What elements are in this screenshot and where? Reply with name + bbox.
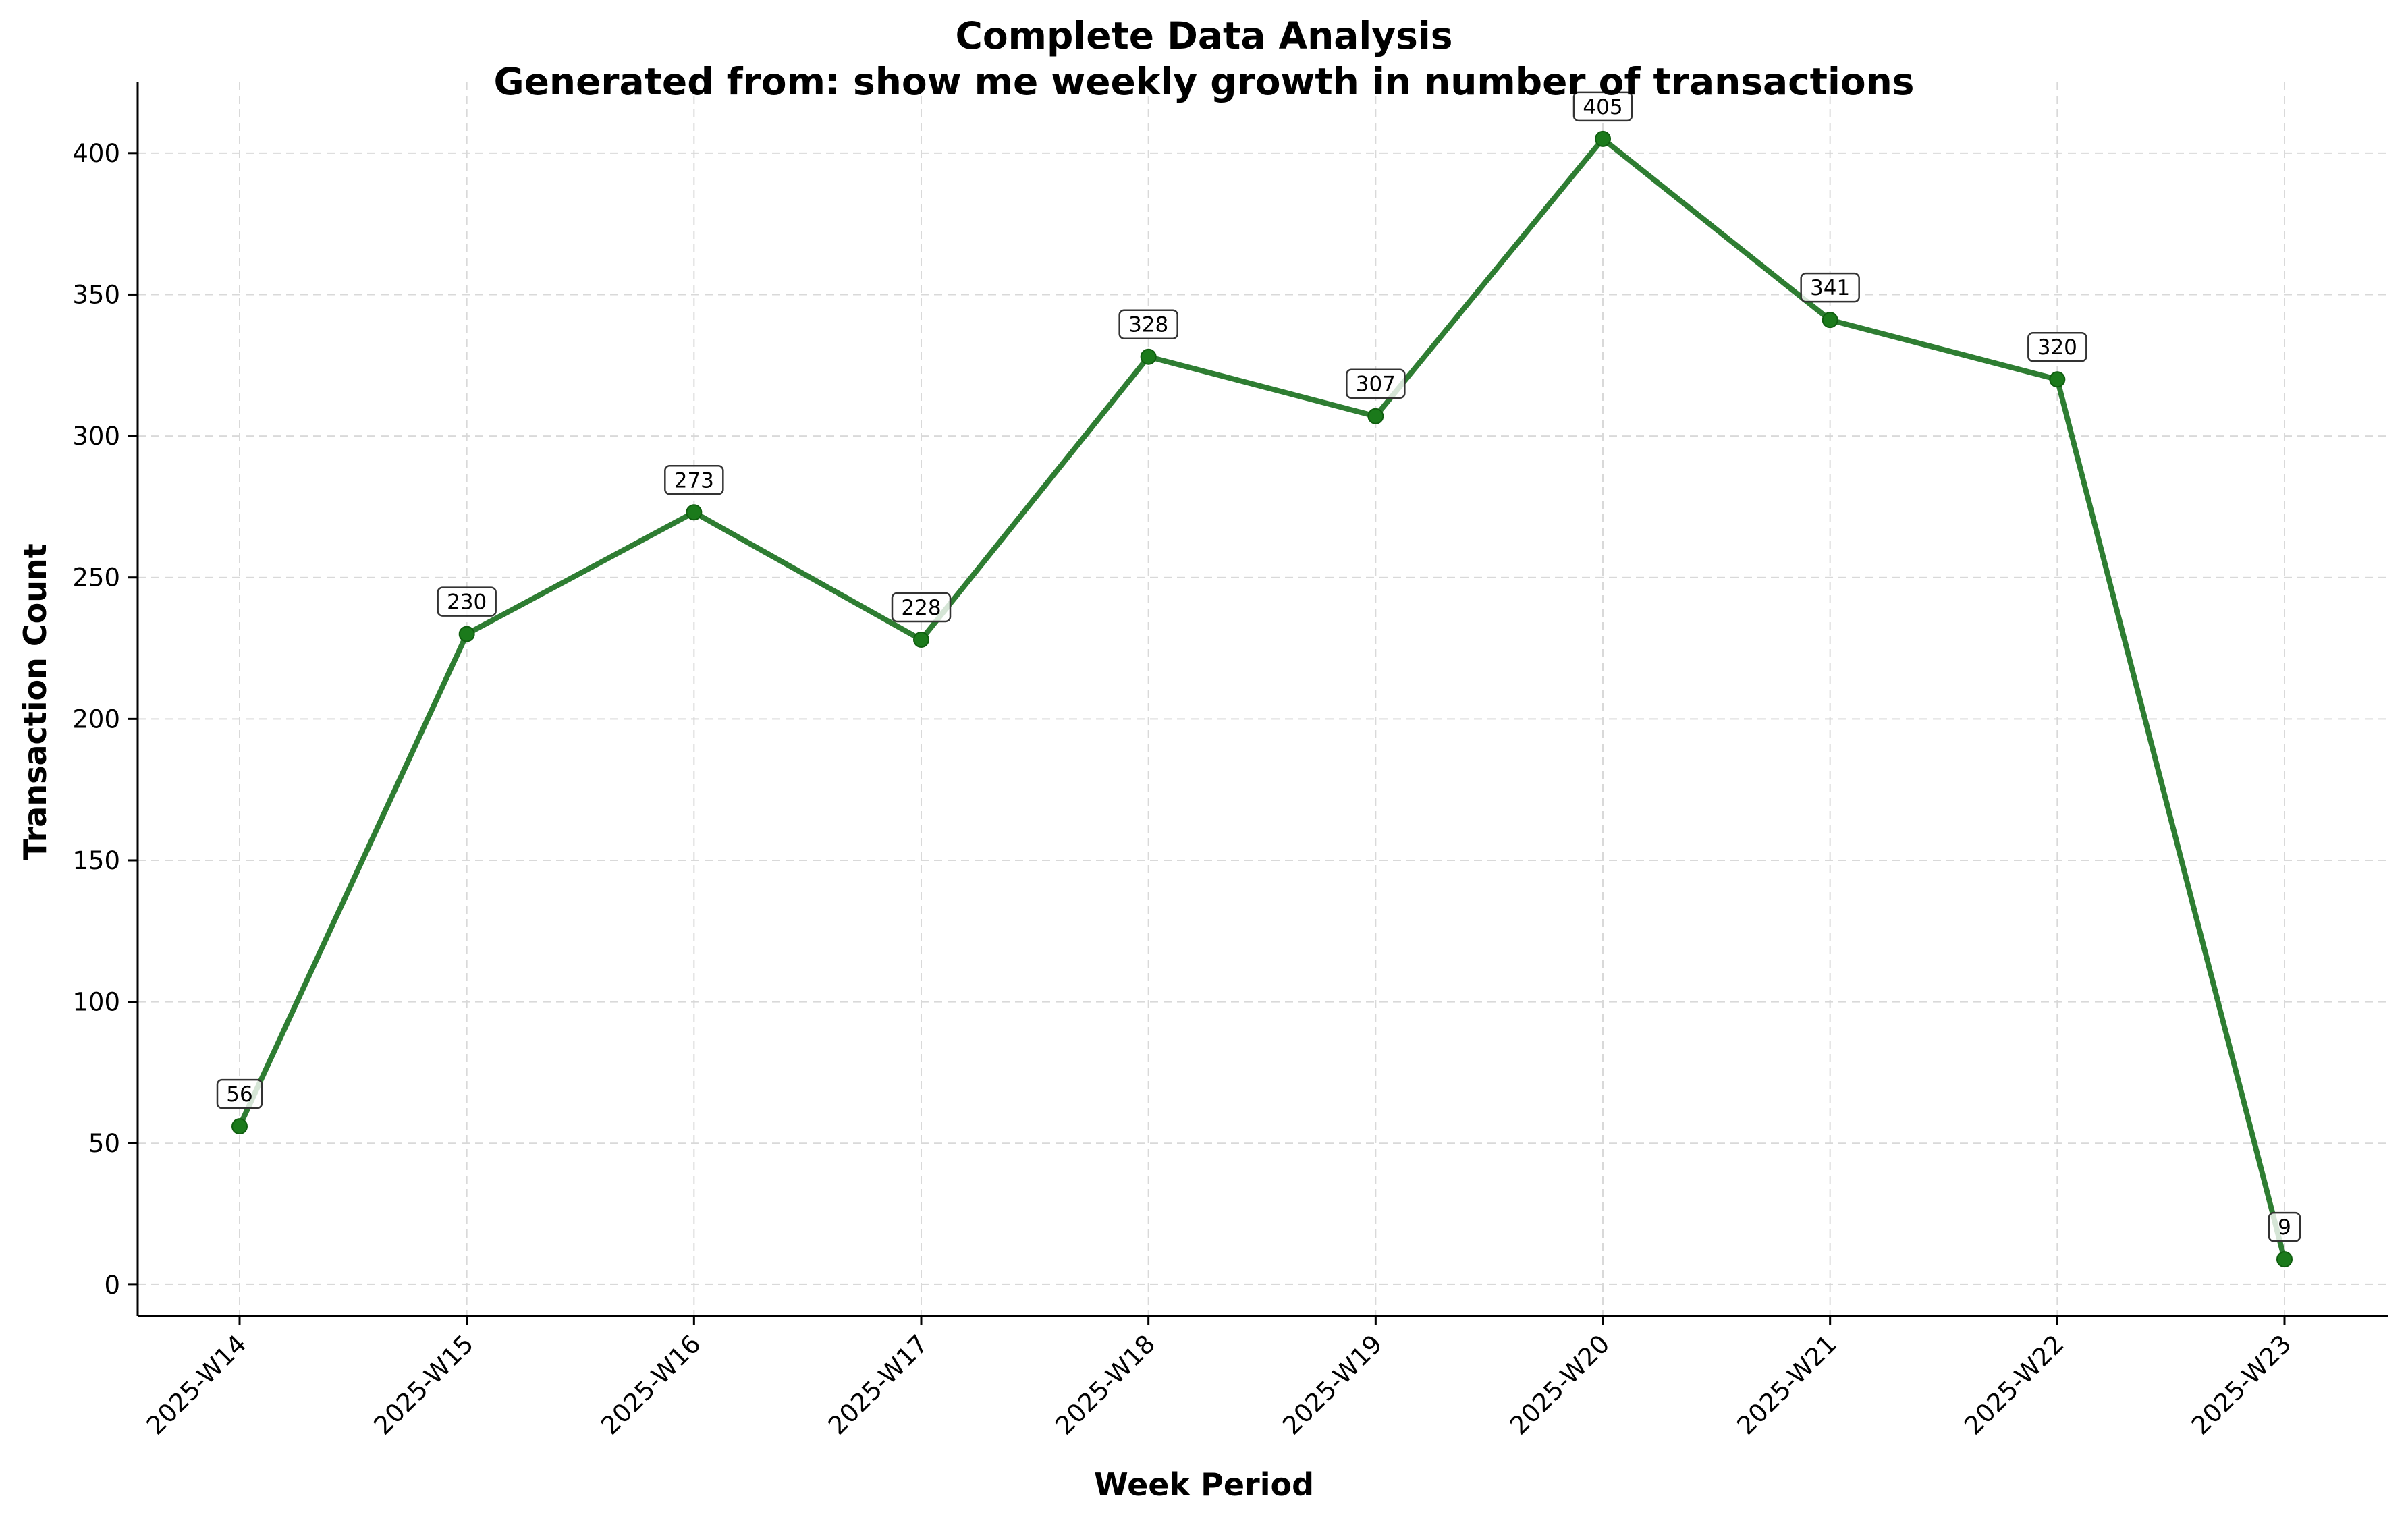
series-transaction-count xyxy=(231,130,2293,1268)
x-axis-label: Week Period xyxy=(1094,1466,1314,1503)
grid xyxy=(138,82,2388,1316)
data-label-box-2025-W21 xyxy=(1800,272,1860,303)
x-tick-label-2025-W19: 2025-W19 xyxy=(1277,1329,1388,1441)
data-point-2025-W16 xyxy=(686,504,703,521)
data-label-2025-W16: 273 xyxy=(674,468,714,493)
series-line xyxy=(237,136,2287,1263)
data-label-2025-W21: 341 xyxy=(1810,276,1850,300)
data-label-2025-W19: 307 xyxy=(1356,372,1396,397)
y-tick-label-350: 350 xyxy=(72,280,120,309)
x-tick-label-2025-W20: 2025-W20 xyxy=(1504,1329,1616,1441)
x-tick-label-2025-W22: 2025-W22 xyxy=(1959,1329,2070,1441)
data-label-box-2025-W20 xyxy=(1572,91,1633,122)
x-tick-label-2025-W23: 2025-W23 xyxy=(2186,1329,2297,1441)
x-tick-label-2025-W18: 2025-W18 xyxy=(1049,1329,1161,1441)
data-point-2025-W21 xyxy=(1822,312,1838,329)
data-label-2025-W17: 228 xyxy=(901,596,941,620)
data-labels: 56 230 273 228 328 307 405 341 320 9 xyxy=(216,91,2301,1242)
x-tick-label-2025-W15: 2025-W15 xyxy=(368,1329,479,1441)
data-point-2025-W15 xyxy=(458,626,475,642)
chart-title-line-2: Generated from: show me weekly growth in… xyxy=(493,60,1914,103)
data-point-2025-W23 xyxy=(2276,1251,2293,1268)
data-label-2025-W18: 328 xyxy=(1128,313,1168,337)
data-label-box-2025-W17 xyxy=(891,592,952,623)
data-label-box-2025-W14 xyxy=(216,1078,263,1109)
data-point-2025-W17 xyxy=(913,631,929,648)
data-point-2025-W19 xyxy=(1367,408,1384,424)
data-point-2025-W22 xyxy=(2049,371,2066,388)
chart-title-line-1: Complete Data Analysis xyxy=(956,14,1453,57)
data-label-2025-W22: 320 xyxy=(2037,335,2077,360)
data-label-box-2025-W22 xyxy=(2027,331,2087,362)
data-label-2025-W20: 405 xyxy=(1583,95,1622,119)
data-point-2025-W18 xyxy=(1140,348,1157,365)
y-tick-label-100: 100 xyxy=(72,988,120,1017)
data-point-2025-W14 xyxy=(231,1118,248,1135)
data-point-2025-W20 xyxy=(1595,130,1611,147)
x-tick-label-2025-W21: 2025-W21 xyxy=(1731,1329,1842,1441)
y-tick-label-50: 50 xyxy=(88,1129,120,1158)
y-tick-label-400: 400 xyxy=(72,139,120,168)
data-label-box-2025-W16 xyxy=(664,465,724,495)
y-tick-label-0: 0 xyxy=(104,1271,120,1300)
axes: 0 50 100 150 200 250 300 350 400 2025-W14 2025-W15… xyxy=(72,82,2388,1440)
data-label-2025-W14: 56 xyxy=(226,1082,252,1107)
data-label-box-2025-W23 xyxy=(2268,1211,2301,1242)
x-tick-label-2025-W16: 2025-W16 xyxy=(595,1329,707,1441)
data-label-box-2025-W15 xyxy=(437,586,497,617)
data-label-box-2025-W19 xyxy=(1346,368,1406,399)
x-tick-label-2025-W14: 2025-W14 xyxy=(141,1329,252,1441)
y-tick-label-200: 200 xyxy=(72,704,120,734)
data-label-box-2025-W18 xyxy=(1118,309,1178,339)
y-axis-label: Transaction Count xyxy=(17,543,53,860)
y-tick-label-300: 300 xyxy=(72,422,120,451)
y-tick-label-250: 250 xyxy=(72,563,120,592)
y-tick-label-150: 150 xyxy=(72,846,120,875)
data-label-2025-W23: 9 xyxy=(2278,1215,2291,1240)
data-label-2025-W15: 230 xyxy=(447,590,487,615)
x-tick-label-2025-W17: 2025-W17 xyxy=(823,1329,934,1441)
